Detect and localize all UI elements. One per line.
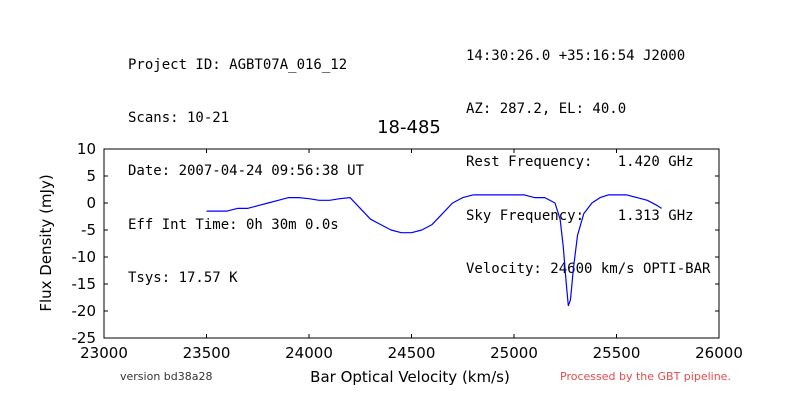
x-tick-label: 24500 (388, 344, 436, 362)
y-tick-label: -5 (81, 221, 96, 239)
version-note: version bd38a28 (120, 370, 213, 383)
x-tick-label: 26000 (695, 344, 743, 362)
eff-int-time: Eff Int Time: 0h 30m 0.0s (128, 216, 339, 233)
y-axis-label: Flux Density (mJy) (37, 174, 55, 311)
plot-frame (103, 148, 720, 339)
plot-area (206, 194, 662, 307)
y-tick-label: 0 (86, 194, 96, 212)
x-tick-label: 23500 (183, 344, 231, 362)
scans: Scans: 10-21 (128, 109, 230, 126)
y-axis: 10 5 0 -5 -10 -15 -20 -25 (72, 140, 719, 347)
y-tick-label: 10 (77, 140, 96, 158)
x-tick-label: 24000 (285, 344, 333, 362)
y-tick-label: -10 (72, 248, 97, 266)
y-tick-label: 5 (86, 167, 96, 185)
y-tick-label: -20 (72, 302, 97, 320)
rest-frequency: Rest Frequency: 1.420 GHz (466, 154, 694, 171)
project-id: Project ID: AGBT07A_016_12 (128, 56, 348, 73)
x-tick-label: 23000 (80, 344, 128, 362)
y-tick-label: -25 (72, 329, 97, 347)
chart-title: 18-485 (377, 117, 441, 138)
y-tick-label: -15 (72, 275, 97, 293)
x-axis: 23000 23500 24000 24500 25000 25500 26000 (80, 149, 743, 362)
sky-frequency: Sky Frequency: 1.313 GHz (466, 207, 694, 224)
x-tick-label: 25000 (490, 344, 538, 362)
pipeline-note: Processed by the GBT pipeline. (560, 370, 731, 383)
series-line-0 (206, 194, 662, 307)
coordinates: 14:30:26.0 +35:16:54 J2000 (466, 47, 686, 64)
az-el: AZ: 287.2, EL: 40.0 (466, 100, 627, 117)
tsys: Tsys: 17.57 K (128, 270, 238, 287)
x-tick-label: 25500 (593, 344, 641, 362)
observation-header-right: 14:30:26.0 +35:16:54 J2000 AZ: 287.2, EL… (466, 12, 710, 297)
observation-header-left: Project ID: AGBT07A_016_12 Scans: 10-21 … (128, 21, 364, 306)
x-axis-label: Bar Optical Velocity (km/s) (310, 368, 510, 386)
date: Date: 2007-04-24 09:56:38 UT (128, 163, 365, 180)
velocity: Velocity: 24600 km/s OPTI-BAR (466, 261, 711, 278)
